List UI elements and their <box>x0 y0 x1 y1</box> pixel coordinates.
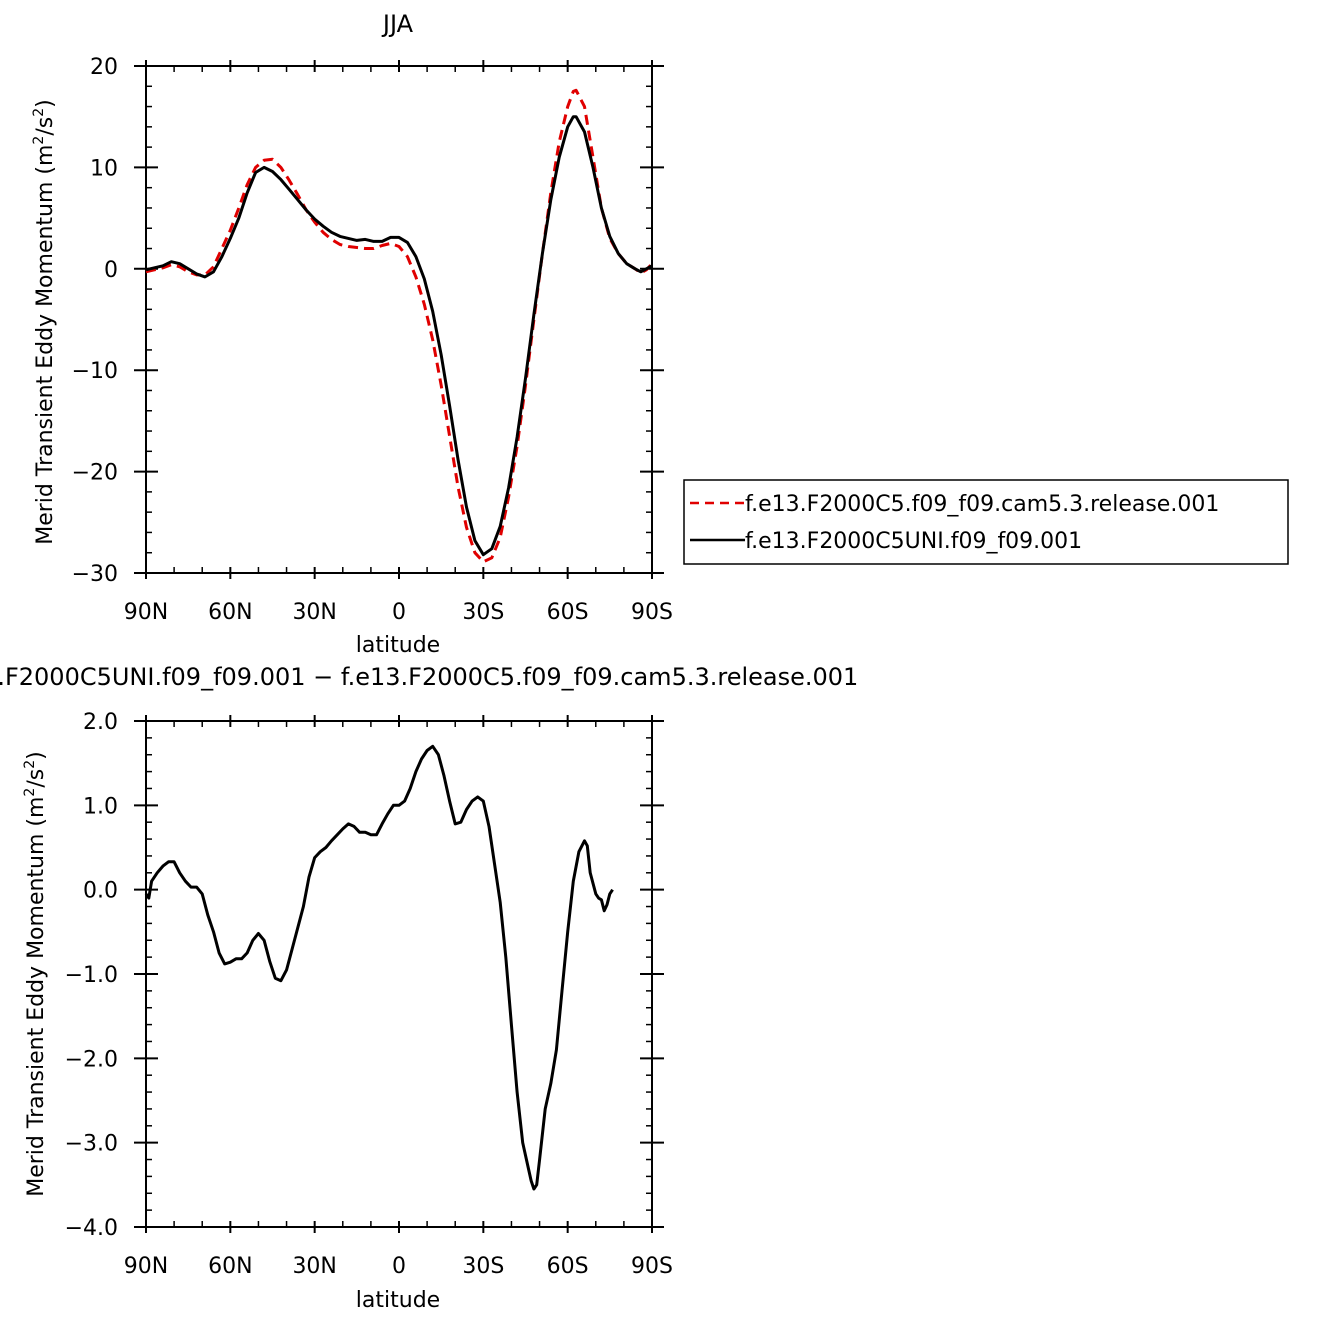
y-tick-label: −1.0 <box>65 963 118 988</box>
panel-bottom-title: f.e13.F2000C5UNI.f09_f09.001 − f.e13.F20… <box>0 663 858 691</box>
x-tick-label: 60S <box>547 1254 589 1279</box>
series-line-1 <box>145 88 654 564</box>
x-tick-label: 90N <box>124 1254 168 1279</box>
y-tick-label: 10 <box>90 156 118 181</box>
x-tick-label: 30N <box>292 600 336 625</box>
panel-top-legend: f.e13.F2000C5.f09_f09.cam5.3.release.001… <box>683 479 1289 565</box>
legend-box <box>683 479 1289 565</box>
panel-bottom-ticks <box>134 715 664 1233</box>
y-tick-label: −30 <box>72 562 118 587</box>
legend-entry-experiment: f.e13.F2000C5UNI.f09_f09.001 <box>745 529 1082 554</box>
y-tick-label: 20 <box>90 55 118 80</box>
x-tick-label: 30S <box>462 1254 504 1279</box>
panel-bottom-series <box>144 744 614 1191</box>
x-tick-label: 90S <box>631 600 673 625</box>
panel-bottom-x-axis-label: latitude <box>356 1288 440 1313</box>
x-tick-label: 30S <box>462 600 504 625</box>
panel-bottom-y-tick-labels: −4.0 −3.0 −2.0 −1.0 0.0 1.0 2.0 <box>65 710 118 1241</box>
legend-entry-control: f.e13.F2000C5.f09_f09.cam5.3.release.001 <box>745 492 1219 517</box>
panel-top-title: JJA <box>381 10 414 38</box>
panel-top-x-tick-labels: 90N 60N 30N 0 30S 60S 90S <box>124 600 673 625</box>
x-tick-label: 90N <box>124 600 168 625</box>
y-tick-label: −20 <box>72 461 118 486</box>
panel-bottom: f.e13.F2000C5UNI.f09_f09.001 − f.e13.F20… <box>0 663 858 1313</box>
y-tick-label: −10 <box>72 359 118 384</box>
panel-top-y-tick-labels: −30 −20 −10 0 10 20 <box>72 55 118 587</box>
series-line-2 <box>145 115 653 557</box>
panel-top: JJA 90N 60N 30N 0 30S 60S 90S −30 −20 −10 0 10 20 l… <box>31 10 1289 658</box>
panel-top-y-axis-label: Merid Transient Eddy Momentum (m2/s2) <box>31 99 58 545</box>
panel-top-x-axis-label: latitude <box>356 633 440 658</box>
y-tick-label: 1.0 <box>83 794 118 819</box>
x-tick-label: 0 <box>392 1254 406 1279</box>
y-tick-label: −3.0 <box>65 1132 118 1157</box>
panel-top-series <box>145 88 654 564</box>
x-tick-label: 0 <box>392 600 406 625</box>
x-tick-label: 90S <box>631 1254 673 1279</box>
y-tick-label: 2.0 <box>83 710 118 735</box>
x-tick-label: 30N <box>292 1254 336 1279</box>
y-tick-label: 0 <box>104 258 118 283</box>
y-tick-label: −4.0 <box>65 1216 118 1241</box>
panel-top-plot-frame <box>145 65 653 574</box>
panel-bottom-plot-frame <box>145 720 653 1228</box>
panel-bottom-x-tick-labels: 90N 60N 30N 0 30S 60S 90S <box>124 1254 673 1279</box>
panel-bottom-y-axis-label: Merid Transient Eddy Momentum (m2/s2) <box>22 751 49 1197</box>
y-tick-label: 0.0 <box>83 879 118 904</box>
x-tick-label: 60N <box>208 600 252 625</box>
x-tick-label: 60S <box>547 600 589 625</box>
y-tick-label: −2.0 <box>65 1047 118 1072</box>
series-line-1 <box>144 744 614 1191</box>
x-tick-label: 60N <box>208 1254 252 1279</box>
